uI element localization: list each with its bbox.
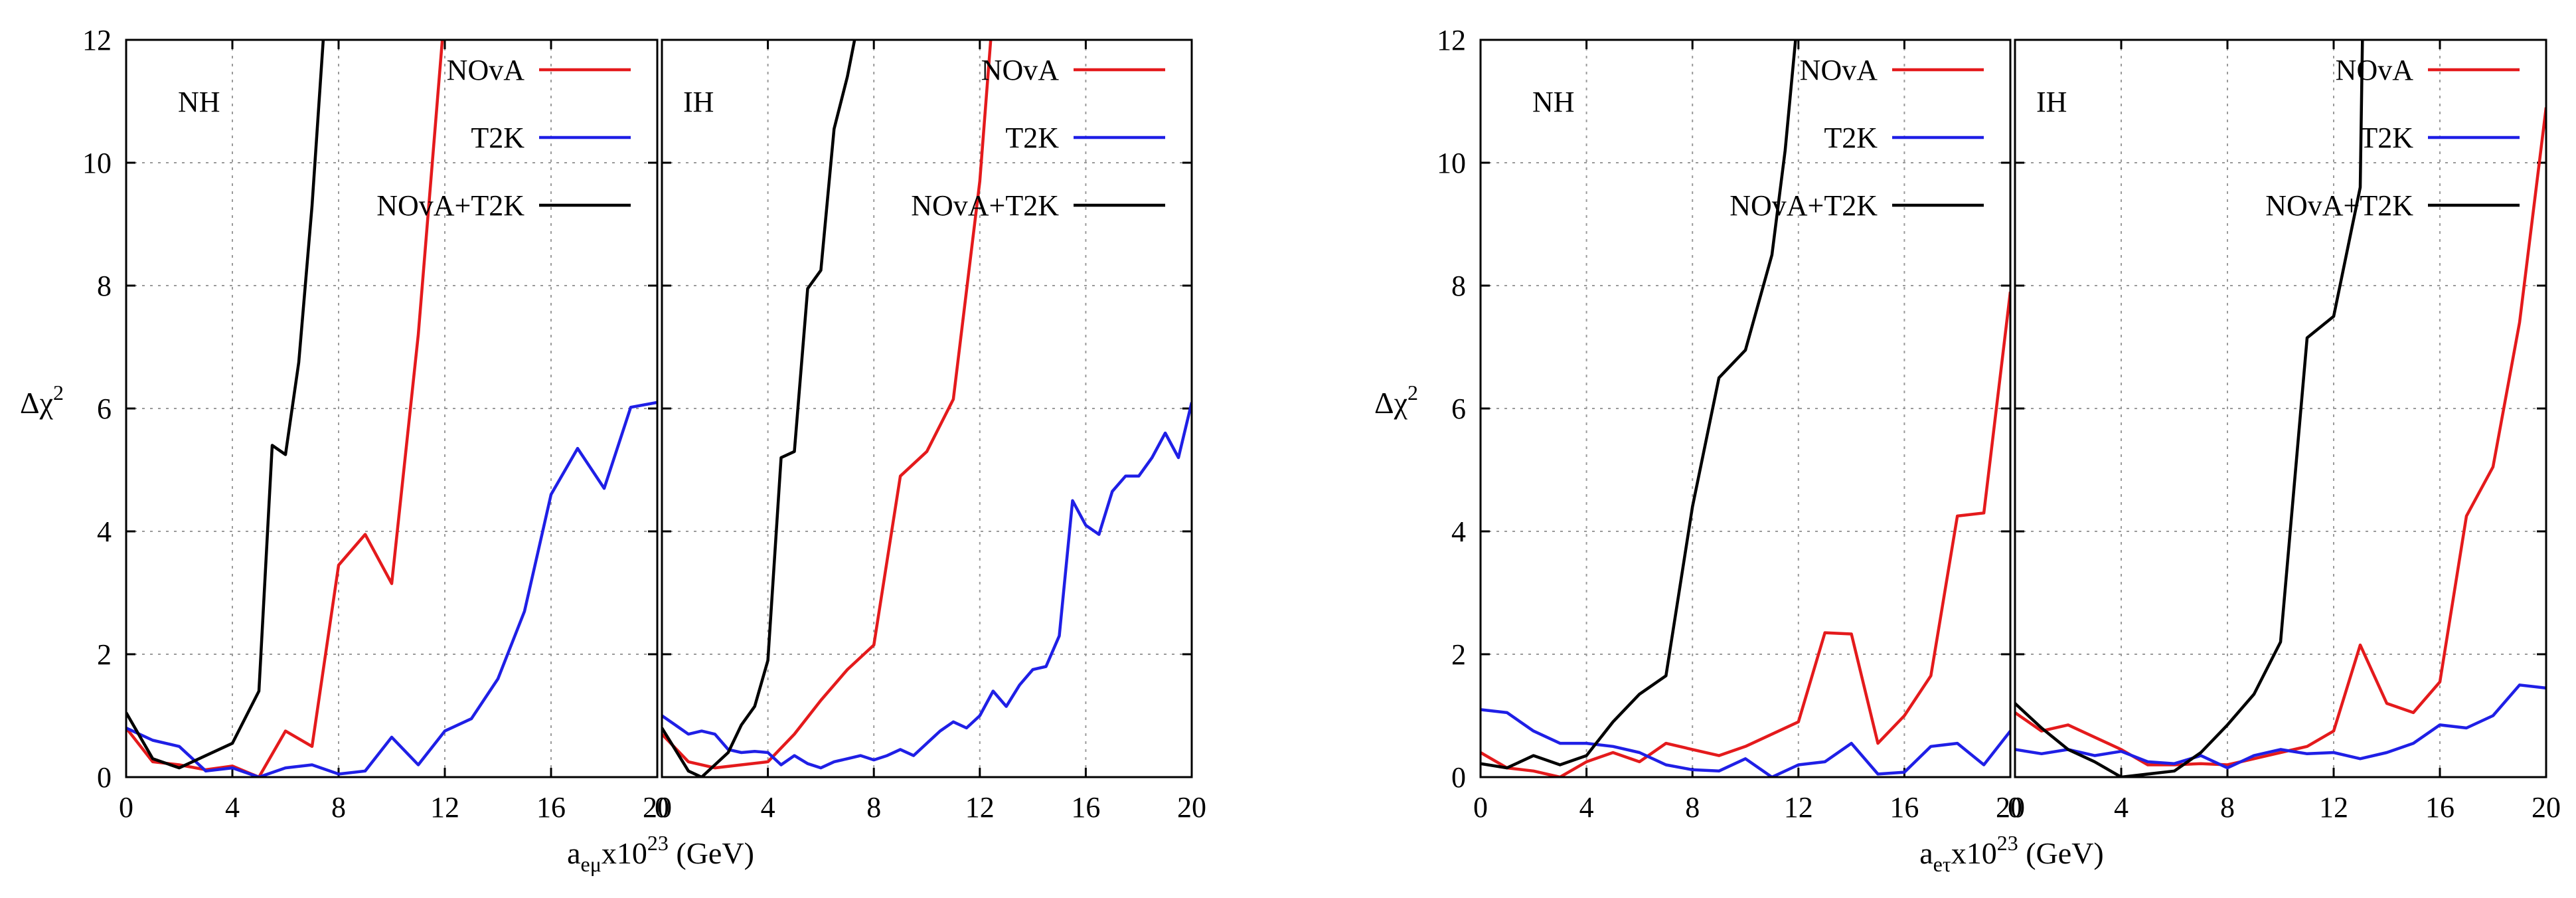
x-tick-label: 12 (2319, 791, 2348, 824)
series-line-t2k (662, 402, 1192, 770)
y-axis-label: Δχ2 (1374, 381, 1418, 420)
y-tick-label: 10 (1437, 147, 1466, 179)
legend-label: T2K (2360, 122, 2413, 154)
x-tick-label: 8 (2220, 791, 2235, 824)
legend-label: NOvA+T2K (2265, 189, 2413, 222)
x-tick-label: 16 (2425, 791, 2455, 824)
x-tick-label: 4 (2114, 791, 2129, 824)
panel-label: NH (178, 86, 220, 118)
panel-frame (1479, 39, 2012, 778)
panel-ih: 0 4 8 12 16 20 IH NOvA T2K NOvA+T2K (655, 39, 1206, 824)
x-tick-label: 8 (866, 791, 881, 824)
series-line-nova (126, 40, 444, 777)
series-line-nova-t2k (2015, 40, 2364, 777)
panel-frame (661, 39, 1193, 778)
legend-label: T2K (1824, 122, 1878, 154)
panel-nh: 0 2 4 6 8 10 12 0 4 8 12 16 20 NH NOvA T2K NOvA+T2K (82, 24, 672, 824)
x-tick-label: 4 (1579, 791, 1594, 824)
panel-ih: 0 4 8 12 16 20 IH NOvA T2K NOvA+T2K (2008, 39, 2561, 824)
x-tick-label: 8 (331, 791, 346, 824)
panel-frame (2014, 39, 2547, 778)
x-tick-label: 0 (119, 791, 133, 824)
series-group (126, 40, 657, 777)
y-tick-label: 10 (82, 147, 112, 179)
x-tick-label: 20 (643, 791, 672, 824)
y-tick-label: 8 (97, 270, 112, 302)
series-line-t2k (126, 401, 657, 777)
series-line-nova (1481, 292, 2010, 777)
x-axis-label: aeμx1023 (GeV) (567, 831, 754, 876)
x-tick-label: 8 (1685, 791, 1700, 824)
x-tick-label: 20 (1996, 791, 2025, 824)
y-axis-label: Δχ2 (20, 381, 64, 420)
x-tick-label: 12 (965, 791, 995, 824)
panel-label: NH (1532, 86, 1575, 118)
legend: NOvA T2K NOvA+T2K (2265, 54, 2520, 222)
legend-label: NOvA (447, 54, 525, 86)
y-tick-label: 2 (97, 638, 112, 671)
x-tick-label: 12 (1784, 791, 1813, 824)
series-group (1481, 40, 2010, 777)
x-tick-label: 0 (2008, 791, 2022, 824)
legend-label: T2K (1005, 122, 1059, 154)
y-tick-label: 6 (97, 393, 112, 425)
y-tick-label: 8 (1451, 270, 1466, 302)
legend-label: NOvA+T2K (1730, 189, 1878, 222)
y-tick-label: 0 (1451, 761, 1466, 794)
chart-a-emu: 0 2 4 6 8 10 12 0 4 8 12 16 20 NH NOvA T2K NOvA+T2K 0 4 8 12… (20, 24, 1206, 876)
y-tick-label: 4 (97, 515, 112, 548)
legend-label: NOvA (981, 54, 1060, 86)
x-tick-label: 0 (1473, 791, 1488, 824)
y-tick-label: 6 (1451, 393, 1466, 425)
series-line-nova-t2k (662, 40, 856, 777)
x-axis-label: aeτx1023 (GeV) (1919, 831, 2103, 876)
chart-a-etau: 0 2 4 6 8 10 12 0 4 8 12 16 20 NH NOvA T2K NOvA+T2K 0 4 8 12… (1374, 24, 2561, 876)
x-tick-label: 20 (1177, 791, 1206, 824)
x-tick-label: 12 (430, 791, 459, 824)
panel-frame (125, 39, 659, 778)
panel-nh: 0 2 4 6 8 10 12 0 4 8 12 16 20 NH NOvA T2K NOvA+T2K (1437, 24, 2025, 824)
y-tick-label: 12 (1437, 24, 1466, 56)
series-line-nova (2015, 107, 2546, 766)
legend-label: NOvA (1800, 54, 1878, 86)
series-group (662, 40, 1192, 777)
legend: NOvA T2K NOvA+T2K (376, 54, 631, 222)
legend-label: NOvA (2336, 54, 2414, 86)
legend: NOvA T2K NOvA+T2K (1730, 54, 1984, 222)
panel-label: IH (683, 86, 714, 118)
x-tick-label: 4 (225, 791, 240, 824)
legend-label: NOvA+T2K (376, 189, 524, 222)
legend: NOvA T2K NOvA+T2K (911, 54, 1165, 222)
y-tick-label: 12 (82, 24, 112, 56)
x-tick-label: 20 (2532, 791, 2561, 824)
series-line-nova (662, 40, 993, 770)
series-line-nova-t2k (1481, 40, 1797, 770)
x-tick-label: 16 (1071, 791, 1100, 824)
y-tick-label: 2 (1451, 638, 1466, 671)
x-tick-label: 0 (655, 791, 669, 824)
series-line-t2k (1481, 708, 2010, 777)
legend-label: T2K (471, 122, 524, 154)
x-tick-label: 16 (536, 791, 566, 824)
y-tick-label: 0 (97, 761, 112, 794)
x-tick-label: 4 (761, 791, 775, 824)
legend-label: NOvA+T2K (911, 189, 1059, 222)
x-tick-label: 16 (1890, 791, 1919, 824)
series-line-nova-t2k (126, 40, 325, 770)
series-line-t2k (2015, 683, 2546, 770)
panel-label: IH (2036, 86, 2067, 118)
y-tick-label: 4 (1451, 515, 1466, 548)
series-group (2015, 40, 2546, 777)
